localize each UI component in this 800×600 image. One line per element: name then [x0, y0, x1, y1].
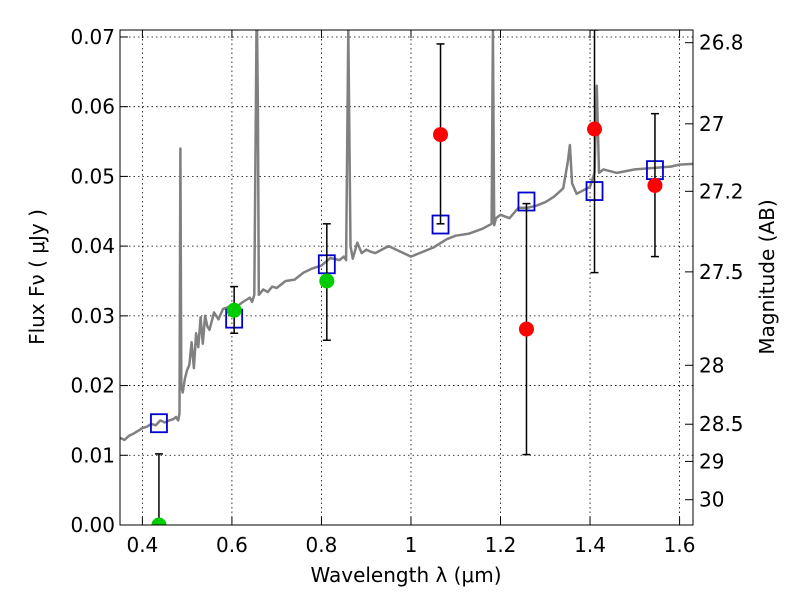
- model-square-point: [150, 413, 168, 434]
- y-tick-label: 0.02: [70, 374, 115, 398]
- y-axis-label: Flux Fν ( μJy ): [25, 209, 49, 345]
- x-tick-label: 1.6: [664, 533, 696, 557]
- x-tick-label: 0.4: [126, 533, 158, 557]
- red-data-point: [647, 177, 663, 193]
- red-data-point: [518, 321, 534, 337]
- spectrum-line: [120, 30, 693, 442]
- y2-tick-label: 28: [699, 353, 724, 377]
- x-tick-label: 1.2: [485, 533, 517, 557]
- x-tick-label: 0.8: [306, 533, 338, 557]
- y-tick-label: 0.07: [70, 25, 115, 49]
- y2-tick-label: 30: [699, 488, 724, 512]
- x-axis-label: Wavelength λ (μm): [310, 563, 501, 587]
- y2-tick-label: 27.5: [699, 260, 744, 284]
- green-data-point: [319, 273, 335, 289]
- y2-tick-label: 26.8: [699, 31, 744, 55]
- green-data-point: [151, 517, 167, 525]
- plot-background: [120, 30, 693, 525]
- plot-frame: [119, 29, 694, 526]
- y-tick-label: 0.00: [70, 513, 115, 537]
- y2-tick-label: 27.2: [699, 179, 744, 203]
- x-tick-label: 1: [405, 533, 418, 557]
- red-data-point: [433, 127, 449, 143]
- y2-tick-label: 29: [699, 449, 724, 473]
- x-tick-label: 0.6: [216, 533, 248, 557]
- axes: 0.4 0.6 0.8 1 1.2 1.4 1.6 0.00 0.01 0.02 0.03 0.04 0…: [70, 25, 743, 557]
- y2-tick-label: 28.5: [699, 412, 744, 436]
- data-layer: [120, 30, 693, 525]
- y-tick-label: 0.05: [70, 164, 115, 188]
- y-tick-label: 0.01: [70, 443, 115, 467]
- y2-tick-label: 27: [699, 112, 724, 136]
- red-data-point: [587, 121, 603, 137]
- x-tick-label: 1.4: [574, 533, 606, 557]
- y-tick-label: 0.06: [70, 95, 115, 119]
- y2-axis-label: Magnitude (AB): [755, 199, 779, 354]
- y-tick-label: 0.03: [70, 304, 115, 328]
- y-tick-label: 0.04: [70, 234, 115, 258]
- green-data-point: [226, 302, 242, 318]
